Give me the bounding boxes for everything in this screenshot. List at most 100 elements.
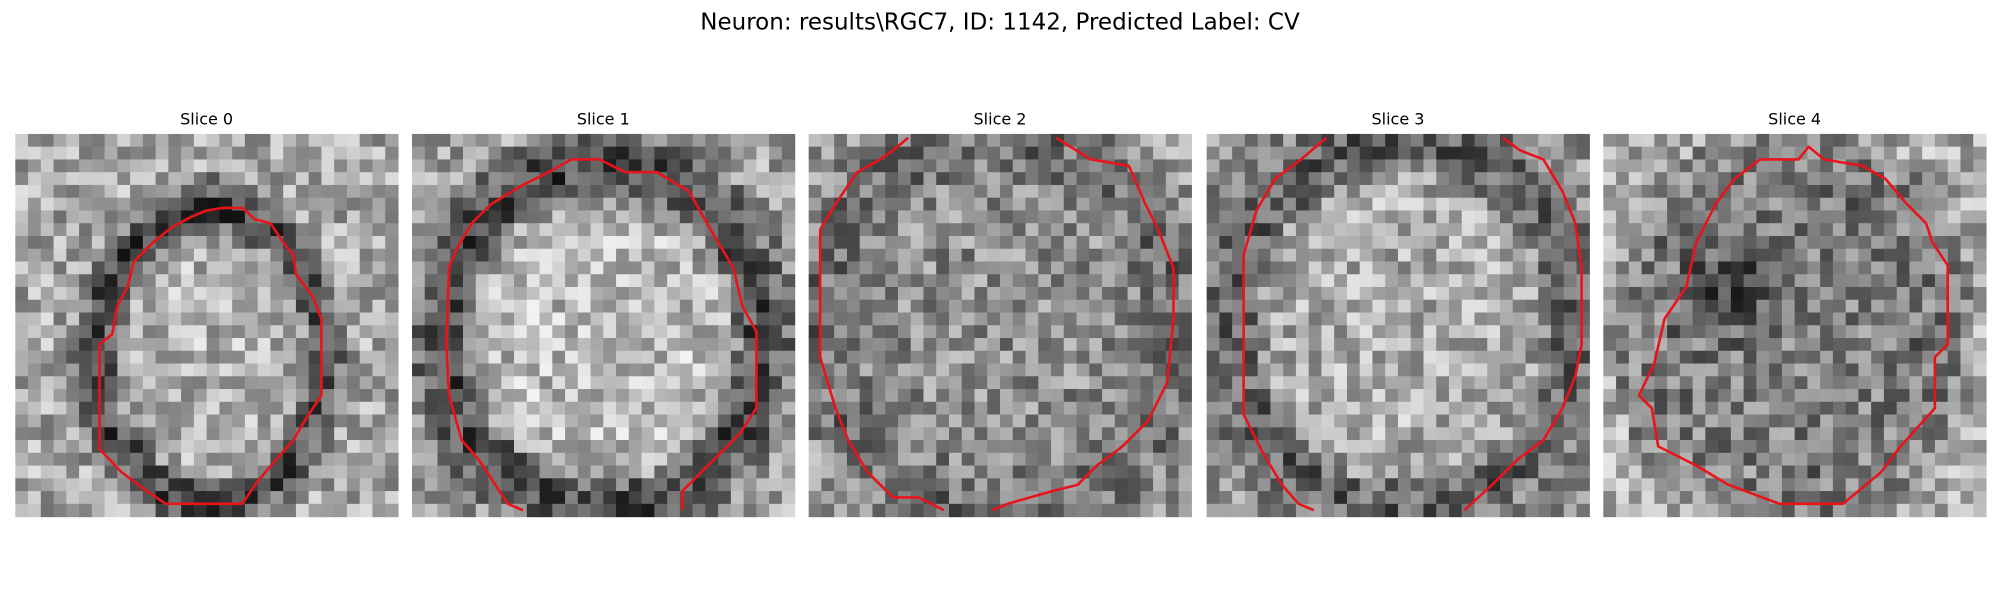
pixel [168, 274, 182, 288]
pixel [897, 414, 912, 428]
pixel [346, 210, 361, 224]
pixel [859, 363, 874, 377]
pixel [539, 503, 553, 518]
pixel [40, 452, 55, 467]
pixel [781, 452, 796, 467]
pixel [781, 465, 796, 479]
pixel [295, 159, 310, 173]
pixel [743, 184, 757, 199]
pixel [270, 389, 284, 403]
pixel [1525, 312, 1539, 326]
pixel [1934, 503, 1949, 518]
pixel [1628, 478, 1643, 492]
pixel [257, 223, 272, 237]
pixel [1461, 414, 1476, 428]
pixel [808, 414, 823, 428]
pixel [1947, 197, 1962, 212]
pixel [936, 427, 950, 441]
pixel [948, 440, 963, 454]
pixel [1372, 248, 1386, 263]
pixel [1730, 133, 1745, 148]
pixel [1820, 146, 1834, 161]
pixel [1667, 401, 1681, 416]
pixel [168, 261, 182, 275]
pixel [424, 427, 439, 441]
pixel [463, 261, 477, 275]
pixel [539, 210, 553, 224]
pixel [117, 261, 131, 275]
pixel [181, 261, 195, 275]
pixel [936, 401, 950, 416]
pixel [821, 299, 835, 314]
pixel [705, 389, 719, 403]
pixel [181, 235, 195, 250]
pixel [987, 146, 1001, 161]
pixel [1538, 440, 1552, 454]
pixel [1563, 261, 1578, 275]
pixel [743, 440, 757, 454]
pixel [1883, 210, 1898, 224]
pixel [359, 325, 374, 339]
pixel [359, 465, 374, 479]
pixel [1832, 503, 1847, 518]
pixel [1500, 338, 1514, 352]
pixel [219, 427, 233, 441]
pixel [1769, 465, 1783, 479]
pixel [1025, 159, 1039, 173]
pixel [885, 235, 899, 250]
pixel [1487, 235, 1501, 250]
pixel [53, 427, 67, 441]
pixel [1127, 248, 1141, 263]
pixel [1616, 248, 1630, 263]
pixel [283, 261, 297, 275]
pixel [1654, 172, 1668, 186]
pixel [1359, 414, 1374, 428]
pixel [424, 248, 439, 263]
pixel [411, 159, 426, 173]
pixel [565, 159, 579, 173]
pixel [667, 465, 681, 479]
pixel [730, 172, 745, 186]
pixel [1883, 465, 1898, 479]
pixel [15, 350, 29, 365]
pixel [1934, 172, 1949, 186]
pixel [1705, 325, 1719, 339]
pixel [79, 261, 93, 275]
pixel [872, 274, 886, 288]
pixel [974, 452, 988, 467]
pixel [718, 389, 732, 403]
pixel [1679, 325, 1694, 339]
pixel [1000, 389, 1014, 403]
pixel [1025, 223, 1039, 237]
pixel [1551, 197, 1565, 212]
pixel [1127, 401, 1141, 416]
pixel [539, 491, 553, 505]
pixel [155, 503, 169, 518]
pixel [1244, 133, 1259, 148]
pixel [1679, 389, 1694, 403]
pixel [1769, 261, 1783, 275]
pixel [1487, 159, 1501, 173]
pixel [66, 491, 80, 505]
pixel [1756, 223, 1770, 237]
pixel [1628, 440, 1643, 454]
pixel [424, 491, 439, 505]
pixel [1012, 363, 1027, 377]
pixel [1257, 248, 1272, 263]
pixel [1219, 465, 1233, 479]
pixel [1346, 338, 1361, 352]
pixel [1410, 325, 1425, 339]
pixel [295, 223, 310, 237]
pixel [1076, 363, 1090, 377]
pixel [1871, 389, 1885, 403]
pixel [1397, 503, 1412, 518]
pixel [424, 363, 439, 377]
pixel [948, 338, 963, 352]
pixel [514, 325, 528, 339]
pixel [1038, 325, 1052, 339]
pixel [270, 172, 284, 186]
pixel [334, 133, 348, 148]
pixel [1000, 503, 1014, 518]
pixel [1423, 389, 1437, 403]
pixel [974, 465, 988, 479]
